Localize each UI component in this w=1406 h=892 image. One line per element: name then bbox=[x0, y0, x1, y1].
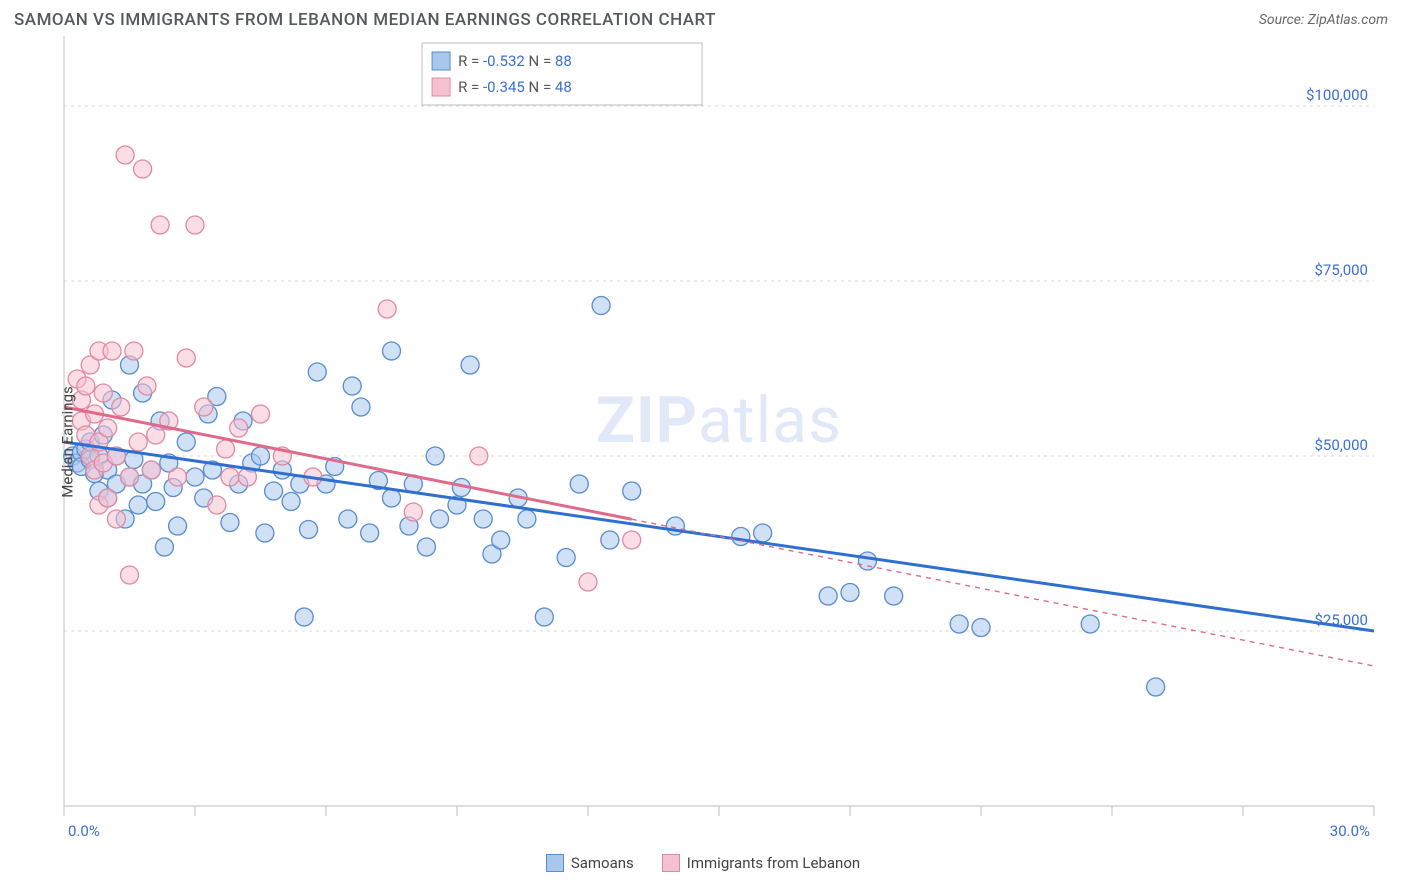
scatter-point bbox=[383, 342, 401, 360]
scatter-point bbox=[404, 503, 422, 521]
scatter-point bbox=[112, 398, 130, 416]
watermark: ZIPatlas bbox=[596, 383, 842, 458]
scatter-point bbox=[147, 493, 165, 511]
scatter-point bbox=[221, 468, 239, 486]
scatter-point bbox=[221, 514, 239, 532]
stat-swatch bbox=[432, 78, 450, 96]
scatter-point bbox=[77, 377, 95, 395]
scatter-point bbox=[252, 405, 270, 423]
scatter-point bbox=[186, 216, 204, 234]
y-axis-label: Median Earnings bbox=[59, 386, 77, 497]
scatter-point bbox=[295, 608, 313, 626]
scatter-point bbox=[208, 496, 226, 514]
scatter-point bbox=[623, 531, 641, 549]
scatter-point bbox=[94, 384, 112, 402]
scatter-point bbox=[195, 398, 213, 416]
scatter-point bbox=[107, 510, 125, 528]
stat-row: R = -0.532 N = 88 bbox=[458, 52, 572, 70]
scatter-point bbox=[256, 524, 274, 542]
scatter-point bbox=[151, 216, 169, 234]
scatter-point bbox=[169, 468, 187, 486]
scatter-point bbox=[121, 566, 139, 584]
scatter-point bbox=[116, 146, 134, 164]
scatter-point bbox=[99, 489, 117, 507]
legend-item: Samoans bbox=[546, 854, 634, 872]
scatter-point bbox=[383, 489, 401, 507]
scatter-point bbox=[343, 377, 361, 395]
scatter-point bbox=[378, 300, 396, 318]
page-title: SAMOAN VS IMMIGRANTS FROM LEBANON MEDIAN… bbox=[14, 10, 716, 30]
scatter-point bbox=[885, 587, 903, 605]
scatter-point bbox=[177, 433, 195, 451]
scatter-point bbox=[592, 297, 610, 315]
scatter-chart: $25,000$50,000$75,000$100,0000.0%30.0%ZI… bbox=[14, 36, 1392, 848]
y-tick-label: $75,000 bbox=[1314, 261, 1368, 279]
scatter-point bbox=[535, 608, 553, 626]
legend-label: Immigrants from Lebanon bbox=[687, 854, 860, 872]
x-tick-label: 30.0% bbox=[1330, 822, 1370, 840]
stat-row: R = -0.345 N = 48 bbox=[458, 78, 572, 96]
scatter-point bbox=[1147, 678, 1165, 696]
scatter-point bbox=[134, 160, 152, 178]
scatter-point bbox=[99, 419, 117, 437]
scatter-point bbox=[352, 398, 370, 416]
legend: Samoans Immigrants from Lebanon bbox=[0, 854, 1406, 872]
scatter-point bbox=[103, 342, 121, 360]
scatter-point bbox=[308, 363, 326, 381]
scatter-point bbox=[265, 482, 283, 500]
scatter-point bbox=[1081, 615, 1099, 633]
scatter-point bbox=[300, 521, 318, 539]
scatter-point bbox=[754, 524, 772, 542]
scatter-point bbox=[361, 524, 379, 542]
scatter-point bbox=[950, 615, 968, 633]
scatter-point bbox=[431, 510, 449, 528]
scatter-point bbox=[252, 447, 270, 465]
scatter-point bbox=[129, 496, 147, 514]
source-attribution: Source: ZipAtlas.com bbox=[1259, 12, 1388, 28]
scatter-point bbox=[570, 475, 588, 493]
scatter-point bbox=[426, 447, 444, 465]
x-tick-label: 0.0% bbox=[68, 822, 100, 840]
scatter-point bbox=[972, 619, 990, 637]
scatter-point bbox=[169, 517, 187, 535]
legend-label: Samoans bbox=[571, 854, 634, 872]
scatter-point bbox=[518, 510, 536, 528]
scatter-point bbox=[177, 349, 195, 367]
scatter-point bbox=[217, 440, 235, 458]
scatter-point bbox=[121, 468, 139, 486]
scatter-point bbox=[339, 510, 357, 528]
scatter-point bbox=[142, 461, 160, 479]
scatter-point bbox=[125, 342, 143, 360]
scatter-point bbox=[819, 587, 837, 605]
y-tick-label: $50,000 bbox=[1314, 436, 1368, 454]
trend-line-extrapolated bbox=[632, 519, 1374, 666]
scatter-point bbox=[417, 538, 435, 556]
y-tick-label: $100,000 bbox=[1306, 86, 1368, 104]
scatter-point bbox=[129, 433, 147, 451]
stat-swatch bbox=[432, 52, 450, 70]
scatter-point bbox=[623, 482, 641, 500]
scatter-point bbox=[461, 356, 479, 374]
legend-item: Immigrants from Lebanon bbox=[662, 854, 860, 872]
scatter-point bbox=[579, 573, 597, 591]
scatter-point bbox=[732, 528, 750, 546]
scatter-point bbox=[470, 447, 488, 465]
scatter-point bbox=[138, 377, 156, 395]
legend-swatch bbox=[546, 854, 564, 872]
chart-container: Median Earnings $25,000$50,000$75,000$10… bbox=[14, 36, 1392, 848]
scatter-point bbox=[474, 510, 492, 528]
scatter-point bbox=[282, 493, 300, 511]
scatter-point bbox=[557, 549, 575, 567]
scatter-point bbox=[186, 468, 204, 486]
scatter-point bbox=[230, 419, 248, 437]
scatter-point bbox=[147, 426, 165, 444]
scatter-point bbox=[155, 538, 173, 556]
scatter-point bbox=[858, 552, 876, 570]
legend-swatch bbox=[662, 854, 680, 872]
scatter-point bbox=[601, 531, 619, 549]
scatter-point bbox=[492, 531, 510, 549]
scatter-point bbox=[841, 584, 859, 602]
